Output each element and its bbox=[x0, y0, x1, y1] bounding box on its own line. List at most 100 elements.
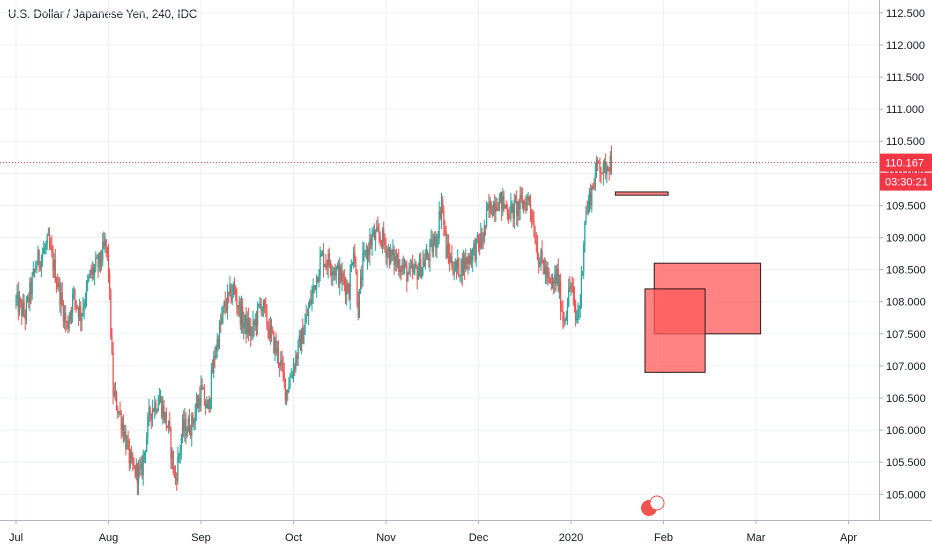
candle-body bbox=[579, 304, 581, 309]
candle-body bbox=[484, 225, 487, 227]
candle-body bbox=[254, 318, 256, 326]
candle-body bbox=[312, 287, 314, 294]
candle-body bbox=[496, 206, 498, 210]
y-tick-label: 106.000 bbox=[886, 425, 926, 437]
candle-body bbox=[571, 283, 573, 289]
candle-body bbox=[149, 408, 151, 414]
candle-body bbox=[377, 227, 379, 231]
x-tick-label: Dec bbox=[469, 532, 489, 544]
candle-body bbox=[237, 306, 239, 309]
candle-body bbox=[62, 302, 65, 322]
candle-body bbox=[226, 291, 229, 310]
candle-body bbox=[198, 397, 200, 408]
candle-body bbox=[304, 322, 306, 334]
candle-body bbox=[150, 413, 152, 420]
candle-body bbox=[253, 320, 255, 326]
trade-zone-box[interactable] bbox=[614, 191, 669, 196]
candle-body bbox=[196, 403, 199, 408]
candle-body bbox=[438, 211, 440, 239]
candle-body bbox=[280, 360, 282, 366]
candle-body bbox=[351, 263, 354, 265]
candle-body bbox=[368, 248, 370, 256]
candle-body bbox=[586, 211, 588, 213]
candle-body bbox=[151, 409, 154, 420]
candle-body bbox=[248, 325, 251, 334]
candle-body bbox=[72, 294, 74, 314]
candle-body bbox=[136, 463, 139, 484]
candle-body bbox=[81, 313, 83, 321]
candle-body bbox=[266, 307, 268, 326]
candle-body bbox=[172, 451, 174, 472]
candle-body bbox=[113, 391, 115, 396]
candle-body bbox=[480, 233, 482, 248]
candle-body bbox=[140, 464, 142, 468]
candle-body bbox=[117, 409, 119, 414]
candle-body bbox=[288, 387, 290, 393]
candle-body bbox=[568, 287, 570, 307]
candle-body bbox=[432, 243, 435, 252]
candle-body bbox=[222, 306, 224, 317]
candle-body bbox=[483, 225, 485, 242]
candle-body bbox=[47, 234, 49, 236]
x-tick-label: Aug bbox=[99, 532, 119, 544]
candle-body bbox=[58, 281, 60, 287]
candle-body bbox=[189, 433, 192, 436]
candle-body bbox=[207, 399, 209, 403]
candle-body bbox=[26, 296, 29, 301]
candle-body bbox=[502, 195, 504, 211]
candle-body bbox=[465, 257, 467, 269]
candle-body bbox=[469, 255, 472, 264]
candle-body bbox=[127, 439, 129, 441]
candle-body bbox=[200, 384, 202, 407]
chart-grid bbox=[0, 0, 879, 520]
candle-body bbox=[184, 419, 186, 431]
candle-body bbox=[133, 465, 135, 467]
candle-body bbox=[470, 255, 473, 262]
candle-body bbox=[31, 275, 33, 294]
candle-body bbox=[543, 266, 546, 275]
candle-body bbox=[514, 199, 517, 202]
candle-body bbox=[77, 308, 80, 318]
candles-layer bbox=[15, 145, 613, 496]
candle-body bbox=[460, 259, 462, 276]
candle-body bbox=[250, 325, 252, 336]
candle-body bbox=[193, 422, 195, 424]
candle-body bbox=[59, 281, 61, 305]
candle-body bbox=[270, 325, 273, 331]
candle-body bbox=[550, 282, 552, 284]
candle-body bbox=[139, 466, 141, 468]
candle-body bbox=[549, 277, 551, 283]
candle-body bbox=[387, 248, 389, 251]
candle-body bbox=[472, 248, 474, 262]
candle-body bbox=[177, 456, 179, 481]
candle-body bbox=[319, 256, 321, 276]
candle-body bbox=[364, 250, 366, 252]
candle-body bbox=[400, 269, 402, 272]
candle-body bbox=[61, 291, 63, 303]
candle-body bbox=[298, 336, 300, 342]
y-tick-label: 108.000 bbox=[886, 297, 926, 309]
candle-body bbox=[517, 201, 519, 216]
candle-body bbox=[466, 257, 468, 264]
trade-zone-box[interactable] bbox=[644, 288, 706, 373]
candle-body bbox=[464, 257, 466, 269]
candle-body bbox=[154, 402, 156, 412]
candle-body bbox=[159, 397, 162, 399]
candle-body bbox=[507, 214, 510, 217]
candle-body bbox=[339, 266, 341, 285]
candle-body bbox=[520, 194, 522, 200]
candle-body bbox=[129, 453, 132, 464]
candle-body bbox=[221, 316, 223, 324]
candle-body bbox=[504, 204, 506, 208]
trade-boxes-layer[interactable] bbox=[614, 191, 762, 373]
candle-body bbox=[535, 242, 537, 245]
candle-body bbox=[132, 458, 134, 466]
candle-body bbox=[317, 276, 319, 283]
candle-body bbox=[95, 258, 97, 268]
candle-body bbox=[422, 261, 424, 268]
candle-body bbox=[275, 340, 277, 353]
candle-body bbox=[171, 451, 173, 459]
candle-body bbox=[563, 320, 565, 322]
candle-body bbox=[180, 438, 182, 451]
